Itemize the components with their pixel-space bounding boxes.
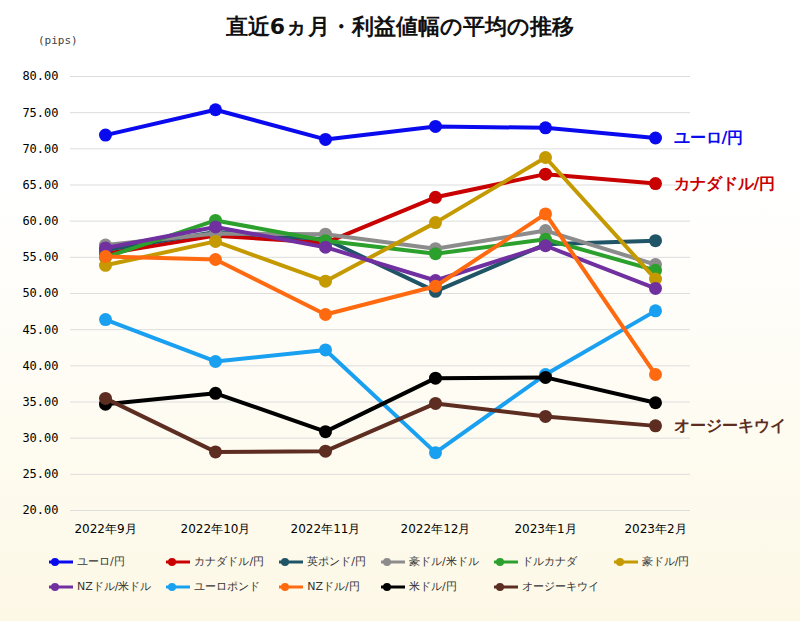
svg-text:2023年2月: 2023年2月 <box>624 522 686 536</box>
svg-text:45.00: 45.00 <box>22 323 58 337</box>
html-text:豪ドル/米ドル: 豪ドル/米ドル <box>408 555 479 568</box>
svg-text:55.00: 55.00 <box>22 250 58 264</box>
svg-text:2023年1月: 2023年1月 <box>514 522 576 536</box>
html-text:オージーキウイ: オージーキウイ <box>521 580 599 593</box>
html-text:NZドル/円: NZドル/円 <box>307 580 360 593</box>
html-text:カナダドル/円: カナダドル/円 <box>194 555 265 568</box>
svg-text:30.00: 30.00 <box>22 431 58 445</box>
svg-text:50.00: 50.00 <box>22 286 58 300</box>
html-text:NZドル/米ドル: NZドル/米ドル <box>77 580 152 593</box>
svg-text:2022年12月: 2022年12月 <box>401 522 471 536</box>
html-text:ユーロ/円: ユーロ/円 <box>77 555 125 568</box>
svg-text:70.00: 70.00 <box>22 142 58 156</box>
html-text:豪ドル/円: 豪ドル/円 <box>641 555 690 568</box>
html-text:米ドル/円: 米ドル/円 <box>408 580 457 593</box>
html-text:英ポンド/円: 英ポンド/円 <box>307 555 366 568</box>
html-text:(pips): (pips) <box>38 34 78 47</box>
svg-text:2022年10月: 2022年10月 <box>181 522 251 536</box>
svg-text:オージーキウイ: オージーキウイ <box>674 416 786 435</box>
svg-text:ユーロ/円: ユーロ/円 <box>674 128 744 147</box>
html-text:ドルカナダ: ドルカナダ <box>521 555 577 568</box>
html-text:直近6ヵ月・利益値幅の平均の推移: 直近6ヵ月・利益値幅の平均の推移 <box>225 14 575 39</box>
svg-text:75.00: 75.00 <box>22 106 58 120</box>
html-text:ユーロポンド: ユーロポンド <box>194 580 261 593</box>
svg-text:25.00: 25.00 <box>22 467 58 481</box>
svg-text:40.00: 40.00 <box>22 359 58 373</box>
svg-text:2022年9月: 2022年9月 <box>74 522 136 536</box>
svg-text:カナダドル/円: カナダドル/円 <box>674 174 776 193</box>
svg-text:65.00: 65.00 <box>22 178 58 192</box>
svg-text:2022年11月: 2022年11月 <box>291 522 361 536</box>
svg-text:35.00: 35.00 <box>22 395 58 409</box>
svg-text:20.00: 20.00 <box>22 503 58 517</box>
svg-text:60.00: 60.00 <box>22 214 58 228</box>
svg-text:80.00: 80.00 <box>22 69 58 83</box>
